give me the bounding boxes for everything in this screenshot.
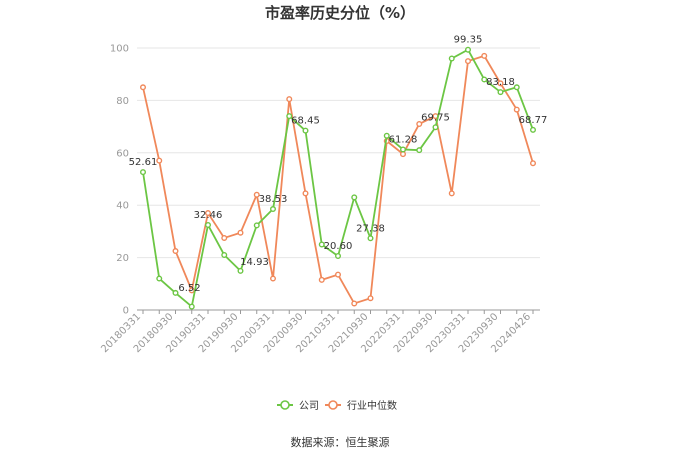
- data-point: [530, 160, 537, 167]
- data-point: [383, 132, 390, 139]
- data-label: 52.61: [129, 157, 158, 168]
- data-label: 38.53: [259, 194, 288, 205]
- data-point: [481, 76, 488, 83]
- data-label: 27.38: [356, 223, 385, 234]
- data-point: [270, 206, 277, 213]
- x-axis: 2018033120180930201903312019093020200331…: [99, 309, 540, 355]
- data-point: [302, 127, 309, 134]
- legend-item-company: 公司: [277, 400, 319, 412]
- source-note: 数据来源：恒生聚源: [291, 435, 390, 449]
- y-tick-label: 100: [110, 44, 129, 55]
- data-point: [286, 96, 293, 103]
- data-label: 14.93: [240, 257, 269, 268]
- series-line: [142, 48, 534, 308]
- data-point: [221, 251, 228, 258]
- data-point: [318, 241, 325, 248]
- data-point: [367, 235, 374, 242]
- data-point: [156, 157, 163, 164]
- data-point: [188, 287, 195, 294]
- data-point: [253, 191, 260, 198]
- data-point: [139, 84, 146, 91]
- data-label: 6.52: [178, 283, 200, 294]
- data-point: [302, 190, 309, 197]
- data-point: [286, 113, 293, 120]
- y-tick-label: 0: [123, 306, 129, 317]
- data-label: 69.75: [421, 112, 450, 123]
- data-point: [237, 267, 244, 274]
- data-point: [221, 234, 228, 241]
- data-point: [204, 210, 211, 217]
- data-point: [270, 275, 277, 282]
- data-point: [237, 229, 244, 236]
- series-layer: [139, 46, 537, 310]
- data-point: [530, 126, 537, 133]
- data-label: 32.46: [194, 210, 223, 221]
- data-point: [367, 295, 374, 302]
- data-point: [448, 55, 455, 62]
- data-point: [400, 146, 407, 153]
- data-label: 99.35: [454, 35, 483, 46]
- series-line: [142, 54, 534, 305]
- data-point: [416, 120, 423, 127]
- data-point: [172, 248, 179, 255]
- data-point: [335, 271, 342, 278]
- data-point: [351, 194, 358, 201]
- data-point: [400, 151, 407, 158]
- data-label: 68.77: [519, 115, 548, 126]
- y-tick-label: 40: [116, 201, 129, 212]
- legend-label: 公司: [299, 401, 319, 412]
- data-point: [481, 52, 488, 59]
- data-point: [188, 303, 195, 310]
- data-point: [465, 46, 472, 53]
- y-tick-label: 20: [116, 253, 129, 264]
- legend-item-industry: 行业中位数: [325, 399, 397, 412]
- legend-marker: [328, 400, 338, 410]
- data-point: [172, 289, 179, 296]
- data-point: [465, 58, 472, 65]
- data-point: [416, 147, 423, 154]
- legend: 公司 行业中位数: [277, 399, 397, 412]
- data-point: [513, 84, 520, 91]
- data-point: [432, 124, 439, 131]
- data-point: [318, 276, 325, 283]
- data-point: [448, 190, 455, 197]
- y-axis: 0 20 40 60 80 100: [110, 44, 129, 317]
- legend-marker: [280, 400, 290, 410]
- data-point: [513, 106, 520, 113]
- data-point: [351, 300, 358, 307]
- data-label: 61.28: [389, 134, 418, 145]
- data-label: 20.60: [324, 241, 353, 252]
- data-point: [497, 89, 504, 96]
- grid-lines: [137, 47, 540, 259]
- data-point: [253, 222, 260, 229]
- data-point: [335, 253, 342, 260]
- data-point: [497, 80, 504, 87]
- data-point: [204, 221, 211, 228]
- y-tick-label: 60: [116, 148, 129, 159]
- legend-label: 行业中位数: [347, 399, 397, 412]
- y-tick-label: 80: [116, 96, 129, 107]
- data-label: 68.45: [291, 116, 320, 127]
- data-label: 83.18: [486, 77, 515, 88]
- data-point: [139, 169, 146, 176]
- chart-title: 市盈率历史分位（%）: [265, 4, 415, 22]
- data-point: [156, 275, 163, 282]
